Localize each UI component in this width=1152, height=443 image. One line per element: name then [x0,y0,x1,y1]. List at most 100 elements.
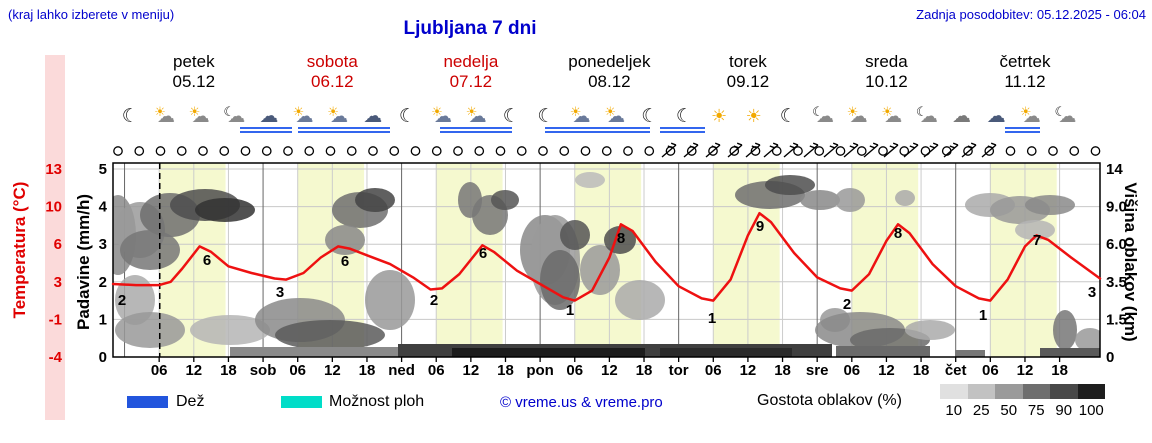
wind-barb-icon [843,142,859,158]
cloud-cover-circle [495,146,506,156]
cloud-blob [895,190,915,206]
cloud-cover-circle [346,146,357,156]
last-update-text: Zadnja posodobitev: 05.12.2025 - 06:04 [916,7,1146,22]
temperature-value-label: 6 [479,245,487,262]
cloud-density-step [995,384,1023,399]
cloud-density-value: 90 [1055,402,1073,419]
temperature-value-label: 6 [203,252,211,269]
rain-cloud-icon: ☁ [295,106,313,126]
wind-barb-glyph [783,142,799,158]
moon-icon: ☾ [641,106,658,127]
cloud-cover-circle [814,146,825,156]
wind-barb-glyph [763,142,779,158]
menu-hint-text: (kraj lahko izberete v meniju) [8,7,175,22]
cloud-cover-circle [559,146,570,156]
wind-barb-glyph [863,142,879,158]
cloud-blob [575,172,605,188]
day-date: 11.12 [1004,72,1046,91]
rain-cloud-icon: ☁ [987,106,1006,127]
cloud-density-legend-label: Gostota oblakov (%) [757,392,902,409]
sun-icon: ☀ [431,104,443,119]
temperature-axis-title: Temperatura (°C) [10,181,29,319]
x-tick-label: 12 [324,362,341,379]
cloud-icon: ☁ [884,106,902,126]
x-tick-label: 12 [185,362,202,379]
mask-right [1100,55,1152,443]
sun-icon: ☀ [746,106,762,126]
moon-icon: ☾ [399,106,416,127]
cloud-icon: ☁ [952,106,971,127]
low-cloud-band [230,347,400,357]
height-axis-tick: 6.0 [1106,236,1127,253]
temp-axis-tick: -1 [49,311,62,328]
cloud-blob [190,315,270,345]
cloud-cover-circle [261,146,272,156]
x-tick-label: 12 [878,362,895,379]
moon-icon: ☾ [780,106,797,127]
temperature-value-label: 2 [843,296,851,313]
wind-barb-icon [903,142,919,158]
wind-barb-glyph [961,142,977,158]
sun-icon: ☀ [327,104,339,119]
cloud-cover-circle [176,146,187,156]
x-tick-label: sob [250,362,277,379]
sun-icon: ☀ [293,104,305,119]
x-tick-label: sre [806,362,829,379]
rain-axis-tick: 5 [99,161,107,178]
wind-barb-glyph [727,142,743,158]
rain-axis-tick: 3 [99,236,107,253]
day-name: sobota [306,52,358,71]
wind-barb-icon [745,142,761,158]
cloud-cover-circle [516,146,527,156]
wind-barb-icon [705,142,721,158]
cloud-cover-circle [304,146,315,156]
cloud-cover-circle [134,146,145,156]
cloud-density-value: 100 [1078,402,1104,419]
temperature-value-label: 3 [276,284,284,301]
moon-icon: ☾ [676,106,693,127]
wind-barb-icon [727,142,743,158]
sun-icon: ☀ [1020,104,1032,119]
x-tick-label: ned [388,362,415,379]
x-tick-label: 06 [151,362,168,379]
cloud-density-step [967,384,995,399]
cloud-density-scale: 10 25 50 75 90 100 [940,402,1105,419]
wind-barb-glyph [903,142,919,158]
credit-link[interactable]: © vreme.us & vreme.pro [500,394,663,411]
temperature-value-label: 1 [979,307,987,324]
x-tick-label: 06 [843,362,860,379]
wind-barb-icon [803,142,819,158]
cloud-blob [491,190,519,210]
cloud-cover-circle [1048,146,1058,156]
wind-barb-icon [863,142,879,158]
temperature-value-label: 8 [617,230,625,247]
day-date: 08.12 [588,72,631,91]
x-tick-label: 18 [497,362,514,379]
cloud-cover-circle [410,146,421,156]
day-date: 05.12 [172,72,216,91]
cloud-cover-circle [580,146,591,156]
x-tick-label: 18 [1051,362,1068,379]
height-axis-tick: 14 [1106,161,1123,178]
cloud-blob [115,312,185,348]
temperature-scale-strip [45,55,65,420]
x-tick-label: 18 [913,362,930,379]
rain-axis-tick: 4 [99,199,108,216]
cloud-cover-circle [155,146,166,156]
temperature-value-label: 3 [1088,284,1096,301]
low-cloud-band [660,348,792,357]
cloud-cover-circle [538,146,548,156]
sun-icon: ☀ [189,104,201,119]
cloud-cover-circle [198,146,208,156]
cloud-blob [800,190,840,210]
wind-barb-icon [923,142,939,158]
day-date: 06.12 [311,72,354,91]
cloud-icon: ☁ [1023,106,1041,126]
x-tick-label: 12 [740,362,757,379]
cloud-blob [355,188,395,212]
rain-axis-tick: 1 [99,311,107,328]
moon-icon: ☾ [122,106,139,127]
cloud-height-axis-title: Višina oblakov (km) [1121,182,1140,342]
page-title: Ljubljana 7 dni [403,18,537,39]
